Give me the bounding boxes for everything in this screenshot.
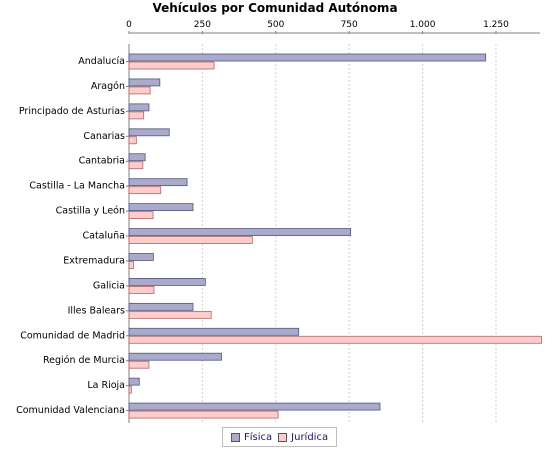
legend-swatch-juridica <box>278 432 288 442</box>
bar-juridica <box>128 186 162 195</box>
chart-legend: Física Jurídica <box>222 427 338 447</box>
category-label: Cataluña <box>82 231 125 242</box>
bar-fisica <box>128 278 206 286</box>
bar-juridica <box>128 310 212 319</box>
category-label: Galicia <box>93 280 125 291</box>
bar-fisica <box>128 302 194 311</box>
category-label: Illes Balears <box>68 305 125 316</box>
bar-juridica <box>128 360 150 369</box>
bar-juridica <box>128 335 542 344</box>
bar-fisica <box>128 352 222 361</box>
bar-fisica <box>128 128 170 137</box>
x-tick-label: 250 <box>194 20 211 30</box>
legend-label-juridica: Jurídica <box>291 431 329 443</box>
legend-swatch-fisica <box>231 432 240 442</box>
bar-fisica <box>128 402 381 411</box>
bar-juridica <box>128 61 215 70</box>
chart-title: Vehículos por Comunidad Autónoma <box>152 1 398 15</box>
bar-juridica <box>128 385 132 394</box>
category-label: Comunidad de Madrid <box>20 330 125 341</box>
category-label: Comunidad Valenciana <box>16 405 125 416</box>
bar-juridica <box>128 161 144 170</box>
category-label: Canarias <box>83 131 125 142</box>
category-label: Principado de Asturias <box>19 106 125 117</box>
legend-item-fisica: Física <box>231 432 272 443</box>
bar-juridica <box>128 410 279 419</box>
category-label: Castilla - La Mancha <box>29 181 125 192</box>
category-label: Cantabria <box>79 156 125 167</box>
bar-fisica <box>128 103 150 112</box>
bar-fisica <box>128 327 300 336</box>
x-tick-label: 1.000 <box>410 20 436 30</box>
bar-juridica <box>128 261 134 269</box>
x-tick-label: 500 <box>267 20 284 30</box>
bar-fisica <box>128 78 161 87</box>
x-tick-label: 1.250 <box>483 20 509 30</box>
x-tick-label: 750 <box>341 20 358 30</box>
bar-juridica <box>128 211 154 220</box>
category-label: Castilla y León <box>56 206 125 217</box>
bar-juridica <box>128 236 253 244</box>
bar-juridica <box>128 111 145 120</box>
category-label: La Rioja <box>87 380 125 391</box>
bar-fisica <box>128 253 154 261</box>
bar-fisica <box>128 153 146 162</box>
legend-label-fisica: Física <box>244 431 273 443</box>
bar-juridica <box>128 286 155 294</box>
bar-fisica <box>128 203 194 212</box>
bar-juridica <box>128 136 137 145</box>
category-label: Región de Murcia <box>43 355 125 366</box>
category-label: Aragón <box>91 81 125 92</box>
bar-fisica <box>128 228 352 236</box>
category-label: Extremadura <box>63 255 125 266</box>
bar-fisica <box>128 53 487 62</box>
bar-fisica <box>128 377 140 386</box>
x-tick-label: 0 <box>126 20 132 30</box>
legend-item-juridica: Jurídica <box>278 432 328 443</box>
bar-juridica <box>128 86 151 95</box>
bar-fisica <box>128 178 188 187</box>
category-label: Andalucía <box>78 56 125 67</box>
